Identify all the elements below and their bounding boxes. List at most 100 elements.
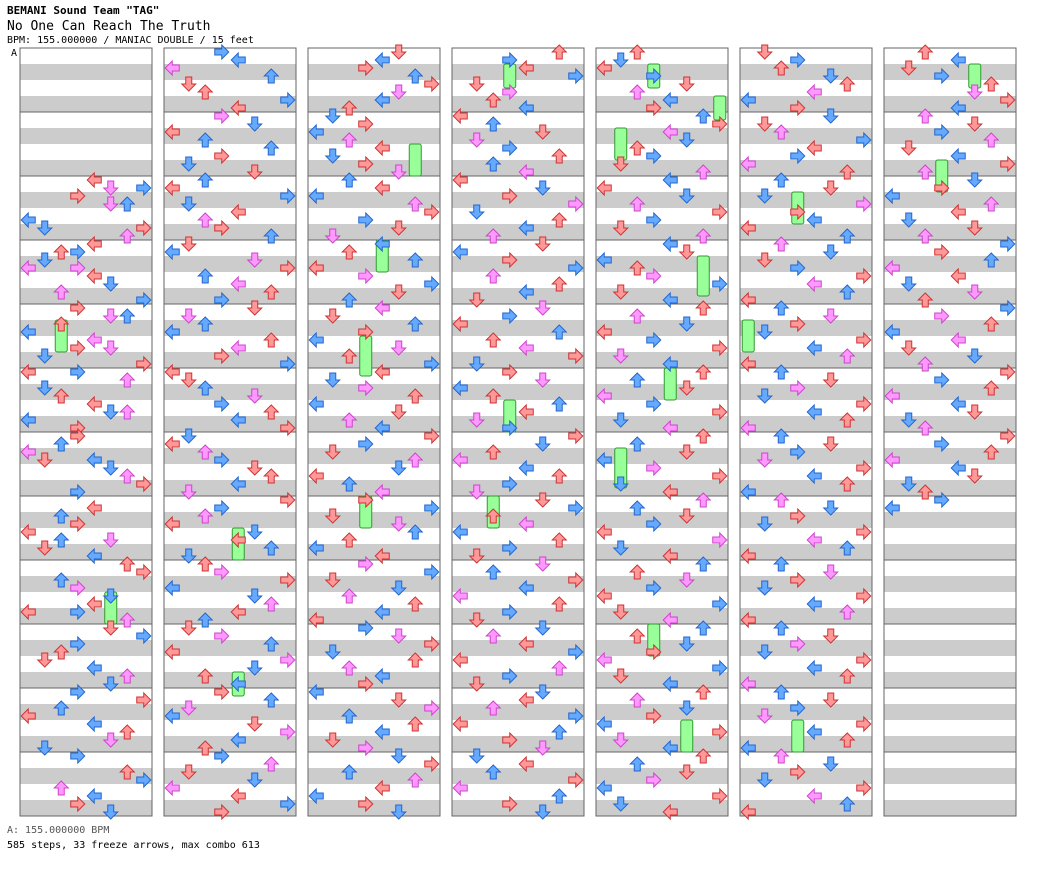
step-arrow — [712, 467, 728, 485]
beat-stripe — [20, 736, 152, 752]
beat-stripe — [20, 448, 152, 464]
step-arrow — [214, 563, 230, 581]
beat-stripe — [452, 352, 584, 368]
beat-stripe — [596, 416, 728, 432]
column-border — [163, 47, 297, 817]
step-arrow — [390, 804, 407, 820]
bpm-marker: A — [11, 48, 18, 59]
step-arrow — [485, 268, 502, 284]
beat-stripe — [452, 256, 584, 272]
step-arrow — [136, 291, 152, 309]
beat-stripe — [596, 256, 728, 272]
step-arrow — [164, 323, 180, 341]
step-arrow — [534, 372, 551, 388]
beat-stripe — [884, 800, 1016, 816]
step-arrow — [773, 364, 790, 380]
step-arrow — [197, 212, 214, 228]
beat-stripe — [20, 544, 152, 560]
step-arrow — [390, 164, 407, 180]
beat-stripe — [740, 192, 872, 208]
beat-stripe — [740, 480, 872, 496]
step-arrow — [485, 388, 502, 404]
step-arrow — [612, 220, 629, 236]
step-arrow — [358, 491, 374, 509]
step-arrow — [596, 323, 612, 341]
step-arrow — [197, 268, 214, 284]
step-arrow — [374, 779, 390, 797]
artist-name: BEMANI Sound Team "TAG" — [7, 4, 160, 17]
beat-stripe — [20, 416, 152, 432]
step-arrow — [756, 252, 773, 268]
step-arrow — [263, 596, 280, 612]
step-arrow — [502, 363, 518, 381]
step-arrow — [214, 291, 230, 309]
beat-stripe — [740, 384, 872, 400]
step-arrow — [468, 356, 485, 372]
step-arrow — [452, 243, 468, 261]
step-arrow — [280, 259, 296, 277]
step-arrow — [695, 492, 712, 508]
step-arrow — [390, 340, 407, 356]
step-arrow — [374, 139, 390, 157]
beat-stripe — [596, 96, 728, 112]
step-arrow — [407, 316, 424, 332]
step-arrow — [374, 235, 390, 253]
step-arrow — [612, 476, 629, 492]
step-arrow — [452, 523, 468, 541]
step-arrow — [856, 587, 872, 605]
step-arrow — [407, 252, 424, 268]
step-arrow — [102, 532, 119, 548]
step-arrow — [263, 756, 280, 772]
step-arrow — [790, 571, 806, 589]
step-arrow — [534, 436, 551, 452]
step-arrow — [534, 492, 551, 508]
beat-stripe — [20, 608, 152, 624]
step-arrow — [180, 620, 197, 636]
step-arrow — [308, 787, 324, 805]
step-arrow — [740, 91, 756, 109]
step-arrow — [884, 259, 900, 277]
step-arrow — [900, 276, 917, 292]
step-arrow — [197, 84, 214, 100]
beat-stripe — [452, 448, 584, 464]
step-arrow — [263, 540, 280, 556]
step-arrow — [86, 171, 102, 189]
step-arrow — [214, 107, 230, 125]
step-arrow — [596, 179, 612, 197]
step-arrow — [662, 675, 678, 693]
step-arrow — [662, 235, 678, 253]
beat-stripe — [740, 64, 872, 80]
step-arrow — [214, 803, 230, 821]
step-arrow — [790, 699, 806, 717]
beat-stripe — [452, 160, 584, 176]
step-arrow — [884, 187, 900, 205]
step-arrow — [900, 340, 917, 356]
step-arrow — [712, 203, 728, 221]
step-arrow — [452, 171, 468, 189]
step-arrow — [452, 779, 468, 797]
step-arrow — [197, 508, 214, 524]
beat-stripe — [308, 448, 440, 464]
beat-stripe — [20, 768, 152, 784]
step-arrow — [374, 91, 390, 109]
step-arrow — [246, 388, 263, 404]
beat-stripe — [740, 640, 872, 656]
step-arrow — [856, 779, 872, 797]
step-arrow — [197, 172, 214, 188]
step-arrow — [280, 187, 296, 205]
step-arrow — [358, 379, 374, 397]
beat-stripe — [596, 352, 728, 368]
step-arrow — [790, 315, 806, 333]
step-arrow — [502, 795, 518, 813]
step-arrow — [468, 748, 485, 764]
step-arrow — [53, 244, 70, 260]
step-arrow — [358, 267, 374, 285]
step-arrow — [180, 196, 197, 212]
beat-stripe — [20, 160, 152, 176]
step-arrow — [280, 355, 296, 373]
step-arrow — [790, 507, 806, 525]
step-arrow — [468, 548, 485, 564]
beat-stripe — [884, 256, 1016, 272]
step-arrow — [612, 668, 629, 684]
step-arrow — [119, 308, 136, 324]
